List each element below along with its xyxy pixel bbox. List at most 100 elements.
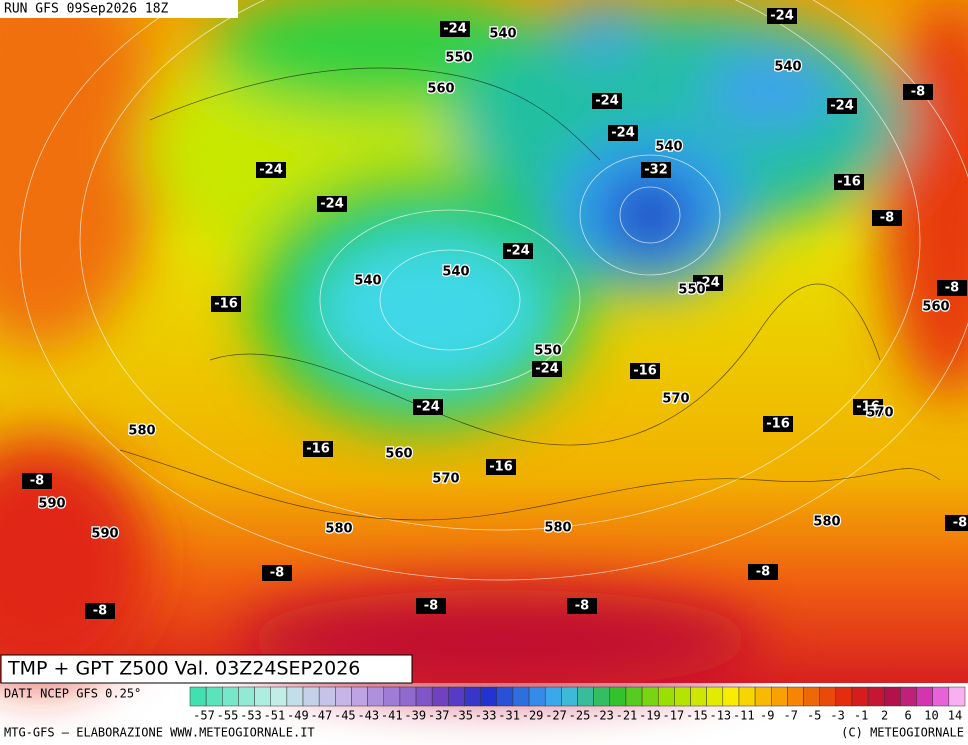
temp-label-box [85, 603, 115, 619]
scale-label: -51 [264, 709, 286, 723]
temp-label-box [416, 598, 446, 614]
temp-label: -24 [770, 9, 794, 24]
temp-label: -8 [93, 604, 107, 619]
temp-label-box [767, 8, 797, 24]
height-label: 590 [91, 527, 118, 542]
height-label: 550 [678, 283, 705, 298]
color-swatch [884, 686, 901, 707]
temp-label: -8 [880, 211, 894, 226]
color-swatch [657, 686, 675, 707]
temp-label: -24 [443, 22, 467, 37]
height-label: 560 [427, 82, 454, 97]
temp-label-box [413, 399, 443, 415]
height-label: 580 [128, 424, 155, 439]
scale-label: -43 [357, 709, 379, 723]
color-swatch [431, 686, 449, 707]
color-swatch [399, 686, 417, 707]
map-title: TMP + GPT Z500 Val. 03Z24SEP2026 [7, 658, 360, 680]
color-swatch [286, 686, 304, 707]
map-labels: -24 -24 -24 -24 -24 -8 -24 -32 -16 -24 -8 -24 -24 -8 -… [22, 8, 968, 619]
color-swatch [641, 686, 659, 707]
color-swatch [916, 686, 933, 707]
scale-label: -29 [522, 709, 544, 723]
temp-label-box [592, 93, 622, 109]
temp-label: -16 [766, 417, 790, 432]
temp-label-box [748, 564, 778, 580]
temp-label: -16 [856, 400, 880, 415]
color-swatch [609, 686, 627, 707]
height-label: 580 [325, 522, 352, 537]
color-swatch [512, 686, 530, 707]
temp-label: -16 [837, 175, 861, 190]
color-swatch [480, 686, 498, 707]
color-swatch [335, 686, 352, 707]
height-label: 550 [534, 344, 561, 359]
temp-label-box [317, 196, 347, 212]
temp-label: -8 [756, 565, 770, 580]
height-label: 540 [774, 60, 801, 75]
temp-label: -8 [270, 566, 284, 581]
scale-label: -31 [498, 709, 520, 723]
color-swatch [496, 686, 514, 707]
color-swatch [706, 686, 724, 707]
temp-label: -24 [320, 197, 344, 212]
color-swatch [367, 686, 384, 707]
color-swatch [528, 686, 546, 707]
scale-label: -15 [686, 709, 708, 723]
temp-label-box [532, 361, 562, 377]
color-swatch [803, 686, 820, 707]
color-swatch [222, 686, 239, 707]
temp-label-box [22, 473, 52, 489]
color-swatch [690, 686, 707, 707]
temp-label: -8 [424, 599, 438, 614]
copyright: (C) METEOGIORNALE [841, 726, 964, 740]
color-swatch [302, 686, 320, 707]
title-box [0, 654, 413, 684]
scale-label: -19 [639, 709, 661, 723]
color-swatch [238, 686, 255, 707]
temp-label: -32 [644, 163, 668, 178]
scale-label: -27 [545, 709, 567, 723]
height-label: 580 [544, 521, 571, 536]
scale-label: -5 [807, 709, 821, 723]
temp-label-box [303, 441, 333, 457]
scale-label: -49 [287, 709, 309, 723]
scale-label: -45 [334, 709, 356, 723]
color-swatch [383, 686, 401, 707]
scale-label: -53 [240, 709, 262, 723]
temp-label-box [503, 243, 533, 259]
color-swatch [205, 686, 223, 707]
temp-label: -24 [611, 126, 635, 141]
color-swatch [771, 686, 788, 707]
color-swatch [867, 686, 885, 707]
scale-label: -1 [854, 709, 868, 723]
color-swatch [577, 686, 594, 707]
height-label: 590 [38, 497, 65, 512]
map [0, 0, 968, 690]
temp-label-box [256, 162, 286, 178]
height-label: 560 [385, 447, 412, 462]
temp-label: -24 [506, 244, 530, 259]
scale-label: -23 [592, 709, 614, 723]
scale-label: 6 [904, 709, 911, 723]
temp-label-box [630, 363, 660, 379]
color-swatch [900, 686, 917, 707]
color-swatch [948, 686, 966, 707]
height-label: 580 [813, 515, 840, 530]
credits: MTG-GFS – ELABORAZIONE WWW.METEOGIORNALE… [4, 726, 315, 740]
temp-label-box [937, 280, 967, 296]
temp-label-box [763, 416, 793, 432]
run-box [0, 0, 238, 18]
temp-label-box [693, 275, 723, 291]
scale-label: -9 [760, 709, 774, 723]
temp-label-box [486, 459, 516, 475]
color-scale: -57 -55 -53 -51 -49 -47 -45 -43 -41 -39 -37 -35 -33-… [189, 686, 966, 723]
scale-label: -11 [733, 709, 755, 723]
temp-label: -16 [489, 460, 513, 475]
scale-label: 14 [948, 709, 962, 723]
scale-label: 10 [924, 709, 938, 723]
temp-label: -8 [30, 474, 44, 489]
temp-label: -8 [575, 599, 589, 614]
scale-label: -37 [428, 709, 450, 723]
